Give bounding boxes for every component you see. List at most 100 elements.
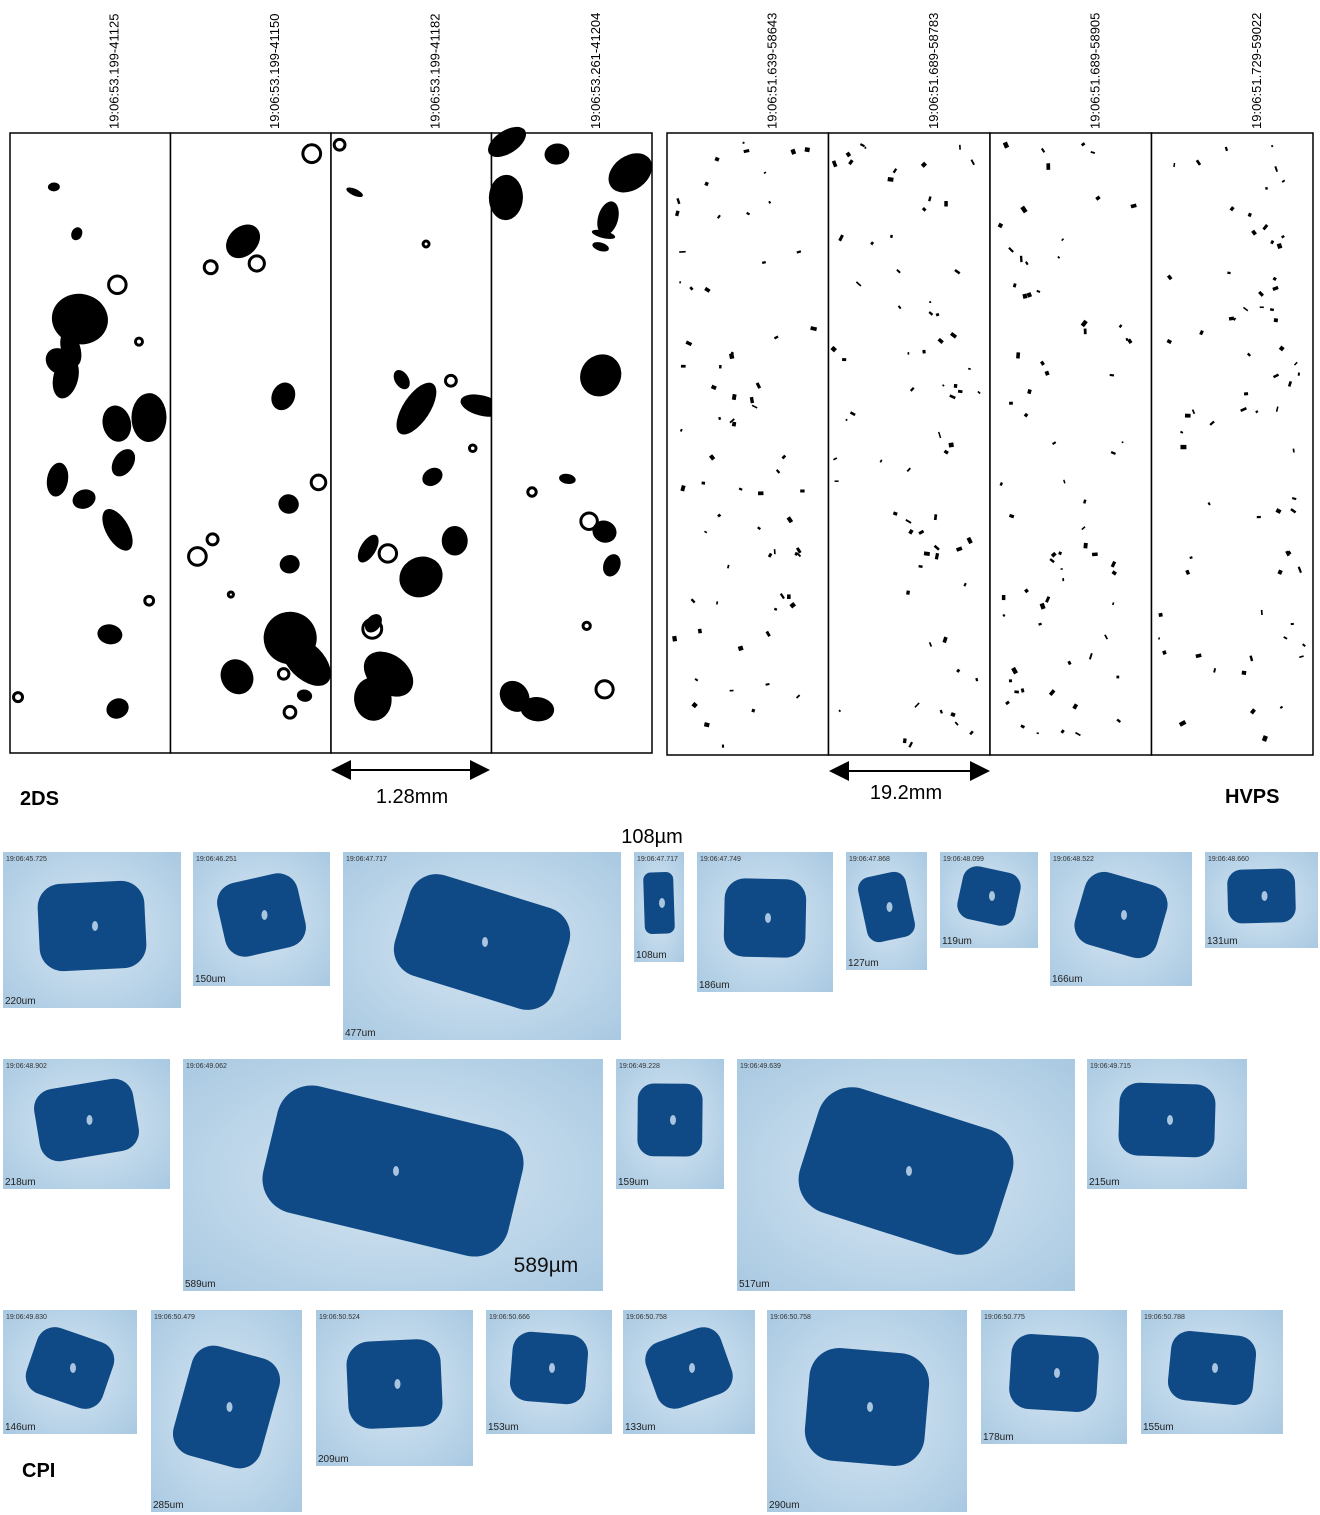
strip-label: 19:06:51.689-58783 bbox=[926, 13, 941, 129]
size-label: 119um bbox=[942, 936, 972, 947]
strip-label: 19:06:53.261-41204 bbox=[588, 13, 603, 129]
timestamp: 19:06:48.099 bbox=[943, 856, 984, 863]
size-label: 108um bbox=[636, 950, 667, 961]
crystal-highlight bbox=[989, 891, 995, 901]
annotation: 589µm bbox=[514, 1254, 579, 1277]
size-label: 290um bbox=[769, 1500, 800, 1511]
particle bbox=[1274, 318, 1278, 322]
panel-label: CPI bbox=[22, 1460, 55, 1482]
timestamp: 19:06:49.228 bbox=[619, 1063, 660, 1070]
particle bbox=[758, 491, 764, 495]
timestamp: 19:06:47.868 bbox=[849, 856, 890, 863]
size-label: 285um bbox=[153, 1500, 184, 1511]
size-label: 159um bbox=[618, 1177, 649, 1188]
particle bbox=[730, 690, 734, 692]
particle bbox=[722, 744, 724, 747]
particle bbox=[864, 146, 866, 148]
particle bbox=[1092, 552, 1098, 556]
timestamp: 19:06:47.717 bbox=[346, 856, 387, 863]
size-label: 589um bbox=[185, 1279, 216, 1290]
particle bbox=[835, 480, 839, 482]
particle bbox=[1242, 671, 1247, 675]
size-label: 133um bbox=[625, 1422, 656, 1433]
annotation: 108µm bbox=[621, 826, 683, 848]
particle bbox=[800, 489, 804, 492]
crystal-highlight bbox=[262, 910, 268, 920]
size-label: 131um bbox=[1207, 936, 1238, 947]
crystal-highlight bbox=[482, 937, 488, 947]
image-strip bbox=[829, 133, 991, 755]
timestamp: 19:06:50.524 bbox=[319, 1314, 360, 1321]
size-label: 153um bbox=[488, 1422, 519, 1433]
particle bbox=[698, 629, 702, 634]
particle bbox=[681, 365, 686, 368]
panel-label: HVPS bbox=[1225, 786, 1279, 808]
size-label: 178um bbox=[983, 1432, 1014, 1443]
strip-label: 19:06:51.689-58905 bbox=[1088, 13, 1103, 129]
timestamp: 19:06:45.725 bbox=[6, 856, 47, 863]
particle bbox=[701, 481, 705, 484]
timestamp: 19:06:48.522 bbox=[1053, 856, 1094, 863]
particle bbox=[1016, 352, 1020, 358]
size-label: 146um bbox=[5, 1422, 36, 1433]
crystal-highlight bbox=[867, 1402, 873, 1412]
timestamp: 19:06:49.639 bbox=[740, 1063, 781, 1070]
crystal-highlight bbox=[1262, 891, 1268, 901]
particle bbox=[1227, 272, 1231, 275]
crystal-highlight bbox=[395, 1379, 401, 1389]
particle bbox=[1158, 613, 1162, 617]
crystal-highlight bbox=[906, 1166, 912, 1176]
particle bbox=[924, 551, 930, 556]
timestamp: 19:06:48.902 bbox=[6, 1063, 47, 1070]
image-strip bbox=[990, 133, 1152, 755]
crystal-highlight bbox=[393, 1166, 399, 1176]
particle bbox=[1265, 187, 1268, 190]
particle bbox=[787, 594, 791, 599]
particle bbox=[890, 235, 893, 238]
size-label: 477um bbox=[345, 1028, 376, 1039]
particle bbox=[1046, 163, 1050, 170]
timestamp: 19:06:50.788 bbox=[1144, 1314, 1185, 1321]
timestamp: 19:06:50.479 bbox=[154, 1314, 195, 1321]
particle bbox=[1014, 690, 1019, 693]
particle bbox=[1257, 516, 1261, 518]
size-label: 127um bbox=[848, 958, 879, 969]
particle bbox=[949, 442, 954, 447]
timestamp: 19:06:47.717 bbox=[637, 856, 678, 863]
scale-label: 1.28mm bbox=[376, 786, 448, 808]
timestamp: 19:06:50.758 bbox=[626, 1314, 667, 1321]
crystal-highlight bbox=[1121, 910, 1127, 920]
particle bbox=[805, 147, 810, 152]
particle bbox=[903, 738, 907, 743]
crystal-highlight bbox=[670, 1115, 676, 1125]
strip-label: 19:06:51.639-58643 bbox=[765, 13, 780, 129]
crystal-highlight bbox=[227, 1402, 233, 1412]
particle bbox=[732, 422, 736, 427]
particle bbox=[1185, 414, 1191, 418]
panel-label: 2DS bbox=[20, 788, 59, 810]
size-label: 186um bbox=[699, 980, 730, 991]
timestamp: 19:06:49.715 bbox=[1090, 1063, 1131, 1070]
particle bbox=[1261, 610, 1263, 615]
particle bbox=[1002, 595, 1006, 600]
image-strip bbox=[331, 133, 492, 753]
particle bbox=[1244, 392, 1248, 395]
particle bbox=[1260, 306, 1264, 308]
timestamp: 19:06:49.062 bbox=[186, 1063, 227, 1070]
size-label: 155um bbox=[1143, 1422, 1174, 1433]
scale-label: 19.2mm bbox=[870, 782, 942, 804]
size-label: 209um bbox=[318, 1454, 349, 1465]
particle bbox=[954, 384, 958, 388]
image-strip bbox=[10, 133, 171, 753]
particle bbox=[1298, 372, 1300, 375]
timestamp: 19:06:46.251 bbox=[196, 856, 237, 863]
figure: 2DS HVPS CPI 1.28mm 19.2mm 108µm 19:06:5… bbox=[0, 0, 1320, 1515]
crystal-highlight bbox=[1212, 1363, 1218, 1373]
size-label: 220um bbox=[5, 996, 36, 1007]
particle bbox=[1180, 445, 1186, 449]
crystal-highlight bbox=[92, 921, 98, 931]
particle bbox=[1291, 623, 1294, 625]
strip-label: 19:06:53.199-41182 bbox=[428, 14, 443, 129]
particle bbox=[906, 590, 910, 595]
timestamp: 19:06:50.666 bbox=[489, 1314, 530, 1321]
